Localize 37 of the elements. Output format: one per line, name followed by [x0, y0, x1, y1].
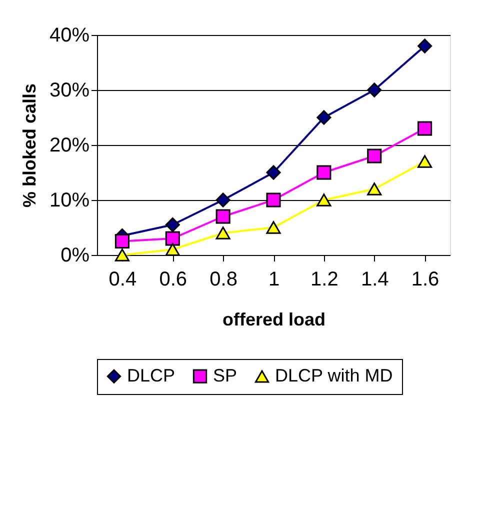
point [367, 148, 382, 164]
x-tick-label: 1.6 [411, 268, 440, 290]
y-tick-label: 30% [49, 80, 90, 102]
y-axis-title: % bloked calls [19, 83, 40, 208]
x-tick-label: 0.4 [108, 268, 137, 290]
point [165, 231, 180, 246]
legend-label: DLCP with MD [275, 366, 393, 386]
x-tick-label: 1.2 [310, 268, 338, 290]
point [316, 194, 332, 206]
point [165, 243, 180, 256]
point [216, 209, 230, 224]
point [114, 248, 130, 262]
point [216, 192, 230, 208]
y-tick-label: 20% [49, 134, 90, 156]
x-axis-title: offered load [222, 310, 326, 330]
x-tick-label: 1.4 [360, 268, 389, 290]
x-tick-label: 1 [268, 268, 280, 290]
x-tick-label: 0.6 [159, 268, 188, 290]
point [367, 82, 382, 98]
point [114, 234, 130, 249]
legend-label: SP [213, 365, 238, 386]
legend-label: DLCP [127, 365, 176, 386]
point [418, 121, 432, 136]
point [418, 38, 432, 54]
point [216, 226, 230, 240]
point [418, 155, 432, 168]
x-tick-label: 0.8 [210, 268, 238, 290]
point [165, 217, 180, 232]
y-tick-label: 0% [60, 244, 90, 266]
point [316, 110, 332, 125]
point [367, 182, 382, 196]
y-tick-label: 10% [49, 190, 90, 212]
point [316, 165, 332, 180]
y-tick-label: 40% [49, 24, 90, 46]
point [266, 165, 281, 180]
point [266, 192, 281, 208]
point [266, 221, 281, 234]
